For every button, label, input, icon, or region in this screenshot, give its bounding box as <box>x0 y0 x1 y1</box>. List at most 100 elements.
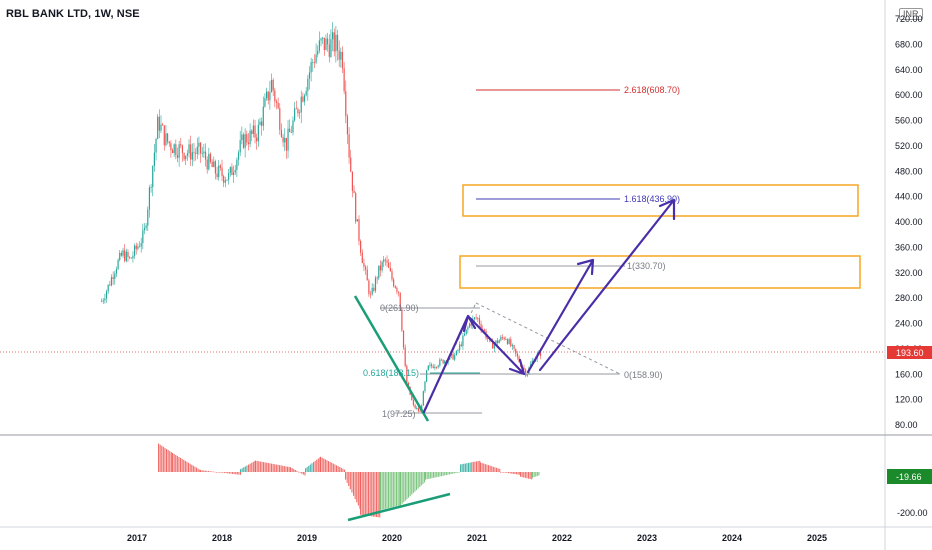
candle-body <box>496 340 499 344</box>
candle-body <box>198 142 200 147</box>
candle-body <box>199 142 202 154</box>
candle-body <box>473 317 476 319</box>
histogram-bar <box>214 471 216 473</box>
candle-body <box>351 171 353 191</box>
candle-body <box>171 149 174 154</box>
candle-body <box>183 153 185 160</box>
histogram-bar <box>323 458 325 472</box>
histogram-bar <box>511 472 513 474</box>
histogram-bar <box>201 470 203 472</box>
candle-body <box>364 266 367 270</box>
histogram-bar <box>172 453 174 472</box>
candle-body <box>343 68 345 92</box>
price-tick-label: 320.00 <box>895 268 923 278</box>
histogram-bar <box>259 461 261 472</box>
candle-body <box>109 284 111 286</box>
candle-body <box>259 121 261 125</box>
fib-label-1: 1(330.70) <box>627 261 666 271</box>
candle-body <box>256 137 258 142</box>
histogram-bar <box>220 472 222 473</box>
time-tick-label: 2025 <box>807 533 827 543</box>
candle-body <box>150 187 152 188</box>
histogram-bar <box>228 472 230 474</box>
histogram-bar <box>457 472 459 473</box>
candle-body <box>401 309 403 331</box>
candle-body <box>414 404 416 409</box>
histogram-bar <box>206 470 208 472</box>
arrow-up-3[interactable] <box>538 198 676 372</box>
arrow-down-1[interactable] <box>468 316 526 376</box>
candle-body <box>345 91 347 117</box>
candle-body <box>295 108 297 110</box>
candle-body <box>173 144 175 154</box>
candle-body <box>333 32 335 52</box>
candle-body <box>386 260 388 263</box>
histogram-bar <box>272 463 274 472</box>
candle-body <box>379 265 382 271</box>
candle-body <box>274 90 276 102</box>
price-trendline[interactable] <box>353 295 430 422</box>
histogram-bar <box>391 472 393 508</box>
candle-body <box>511 345 514 347</box>
time-tick-label: 2021 <box>467 533 487 543</box>
candle-body <box>117 260 119 270</box>
histogram-bar <box>526 472 528 479</box>
histogram-bar <box>509 472 511 474</box>
time-axis[interactable]: 2017 2018 2019 2020 2021 2022 2023 2024 2025 <box>127 533 827 543</box>
candle-body <box>294 108 296 121</box>
candle-body <box>356 219 358 222</box>
histogram-bar <box>464 463 466 472</box>
candle-body <box>393 279 395 287</box>
histogram-bar <box>351 472 353 493</box>
histogram-bar <box>340 467 342 472</box>
candle-body <box>515 348 517 354</box>
candle-body <box>315 54 317 63</box>
histogram-bar <box>279 465 281 472</box>
candle-body <box>388 262 390 268</box>
histogram-bar <box>404 472 406 501</box>
candle-body <box>285 137 287 151</box>
histogram-bar <box>428 472 430 479</box>
candle-body <box>129 256 131 258</box>
histogram-bar <box>363 472 365 516</box>
histogram-bar <box>409 472 411 497</box>
histogram-bar <box>336 465 338 472</box>
candle-body <box>460 344 462 347</box>
candle-body <box>439 359 441 366</box>
histogram-bar <box>332 463 334 472</box>
candle-body <box>373 287 375 291</box>
candle-body <box>358 219 360 241</box>
candle-body <box>226 179 228 181</box>
histogram-bar <box>256 460 258 472</box>
price-axis[interactable]: 720.00 680.00 640.00 600.00 560.00 520.00 480.… <box>895 14 923 430</box>
projection-arrows[interactable] <box>422 198 676 414</box>
target-zone-lower[interactable] <box>459 255 861 289</box>
histogram-bar <box>271 463 273 472</box>
histogram-bar <box>460 464 462 472</box>
histogram-bar <box>429 472 431 479</box>
candle-body <box>313 62 316 63</box>
currency-badge[interactable]: INR <box>899 8 923 20</box>
histogram-bar <box>178 456 180 472</box>
candle-body <box>417 408 419 411</box>
candle-body <box>297 108 299 114</box>
histogram-bar <box>251 462 253 472</box>
candle-body <box>104 298 106 301</box>
histogram-bar <box>356 472 358 503</box>
histogram-bar <box>461 464 463 472</box>
histogram-bar <box>189 463 191 472</box>
histogram-bar <box>386 472 388 509</box>
histogram-bar <box>246 465 248 472</box>
histogram-bar <box>371 472 373 517</box>
arrow-up-2[interactable] <box>526 258 595 374</box>
candle-body <box>366 269 368 281</box>
fib-label-0-high: 0(261.90) <box>380 303 419 313</box>
histogram-bar <box>227 472 229 474</box>
histogram-bar <box>480 462 482 472</box>
candle-body <box>363 263 365 267</box>
indicator-trendline[interactable] <box>347 492 451 522</box>
histogram-bar <box>184 460 186 472</box>
indicator-tick-label: -200.00 <box>897 508 928 518</box>
candle-body <box>424 381 426 392</box>
